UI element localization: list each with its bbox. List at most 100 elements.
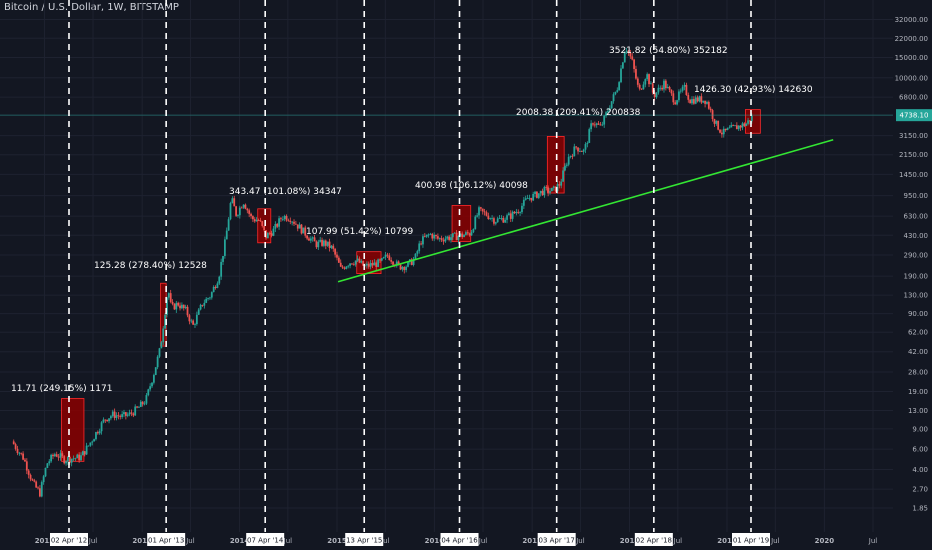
candle-body bbox=[590, 123, 593, 130]
candle-body bbox=[543, 186, 546, 196]
candle-body bbox=[724, 128, 727, 131]
candle-body bbox=[27, 470, 30, 475]
time-tick-label: 2013 bbox=[132, 537, 152, 545]
candle-body bbox=[93, 439, 95, 442]
candle-body bbox=[266, 233, 269, 239]
candle-body bbox=[696, 97, 699, 102]
candle-body bbox=[328, 241, 331, 248]
candle-body bbox=[478, 207, 480, 216]
candle-body bbox=[143, 403, 146, 405]
candle-body bbox=[552, 186, 555, 188]
candle-body bbox=[515, 211, 518, 214]
current-price-label: 4738.10 bbox=[900, 112, 929, 120]
candle-body bbox=[722, 128, 725, 135]
candle-body bbox=[493, 218, 495, 224]
candle-body bbox=[223, 239, 226, 256]
candle-body bbox=[550, 187, 553, 192]
candle-body bbox=[246, 208, 249, 211]
candle-body bbox=[651, 83, 654, 93]
candle-body bbox=[31, 479, 34, 481]
candle-body bbox=[711, 110, 714, 120]
candle-body bbox=[444, 238, 447, 242]
candle-body bbox=[324, 240, 327, 246]
candle-body bbox=[91, 441, 94, 443]
candle-body bbox=[311, 237, 314, 239]
candle-body bbox=[750, 115, 753, 122]
candle-body bbox=[229, 203, 232, 220]
candle-body bbox=[33, 480, 36, 482]
candle-body bbox=[210, 292, 213, 298]
marker-date-box bbox=[634, 533, 673, 546]
candle-body bbox=[608, 108, 611, 111]
candle-body bbox=[48, 461, 51, 464]
candle-body bbox=[526, 198, 529, 200]
candle-body bbox=[358, 258, 361, 263]
candle-body bbox=[255, 220, 258, 222]
candle-body bbox=[745, 123, 748, 126]
candle-body bbox=[199, 304, 202, 310]
candle-body bbox=[728, 127, 731, 129]
candle-body bbox=[323, 240, 325, 246]
candle-body bbox=[175, 302, 178, 310]
candle-body bbox=[700, 96, 703, 103]
candle-body bbox=[706, 101, 708, 104]
candle-body bbox=[184, 306, 187, 309]
candle-body bbox=[124, 412, 127, 416]
candle-body bbox=[222, 255, 224, 262]
price-tick-label: 42.00 bbox=[908, 348, 928, 356]
candle-body bbox=[37, 487, 39, 489]
candle-body bbox=[532, 194, 535, 201]
candle-body bbox=[466, 232, 469, 234]
candle-body bbox=[661, 87, 664, 90]
candle-body bbox=[356, 258, 359, 261]
candle-body bbox=[364, 265, 366, 267]
candle-body bbox=[296, 224, 299, 229]
annotation-label: 107.99 (51.42%) 10799 bbox=[306, 227, 413, 237]
candle-body bbox=[280, 218, 282, 220]
candle-body bbox=[737, 125, 740, 130]
candle-body bbox=[294, 223, 297, 225]
candle-body bbox=[713, 119, 716, 124]
candle-body bbox=[115, 415, 118, 418]
candle-body bbox=[158, 348, 161, 357]
candle-body bbox=[440, 238, 443, 241]
candle-body bbox=[678, 91, 680, 101]
candle-body bbox=[274, 223, 277, 229]
candle-body bbox=[302, 227, 305, 234]
candle-body bbox=[741, 123, 744, 128]
marker-date-label: 01 Apr '13 bbox=[148, 537, 184, 545]
candle-body bbox=[156, 356, 159, 368]
grid-lines bbox=[0, 0, 893, 532]
candle-body bbox=[117, 415, 120, 417]
candle-body bbox=[582, 149, 585, 152]
candle-body bbox=[704, 100, 706, 104]
candle-body bbox=[698, 96, 701, 102]
candle-body bbox=[39, 488, 41, 497]
price-tick-label: 130.00 bbox=[904, 292, 929, 300]
candle-body bbox=[717, 120, 720, 130]
candle-body bbox=[238, 207, 241, 216]
candle-body bbox=[623, 52, 626, 63]
price-tick-label: 2150.00 bbox=[899, 151, 928, 159]
candle-body bbox=[575, 146, 578, 148]
candle-body bbox=[521, 205, 523, 213]
candle-body bbox=[152, 374, 155, 383]
candle-body bbox=[334, 248, 337, 255]
candle-body bbox=[621, 62, 624, 69]
marker-date-label: 02 Apr '18 bbox=[636, 537, 672, 545]
candle-body bbox=[407, 261, 409, 267]
candle-body bbox=[517, 211, 520, 213]
candle-body bbox=[261, 221, 264, 226]
candle-body bbox=[679, 90, 682, 92]
price-tick-label: 6800.00 bbox=[899, 94, 928, 102]
candle-body bbox=[216, 283, 219, 288]
candle-body bbox=[166, 297, 168, 315]
time-tick-label: Jul bbox=[770, 537, 780, 545]
candle-body bbox=[95, 432, 97, 440]
candle-body bbox=[360, 260, 363, 263]
candle-body bbox=[642, 84, 645, 90]
candle-body bbox=[513, 211, 516, 214]
candle-body bbox=[352, 264, 355, 266]
time-tick-label: 2019 bbox=[717, 537, 737, 545]
